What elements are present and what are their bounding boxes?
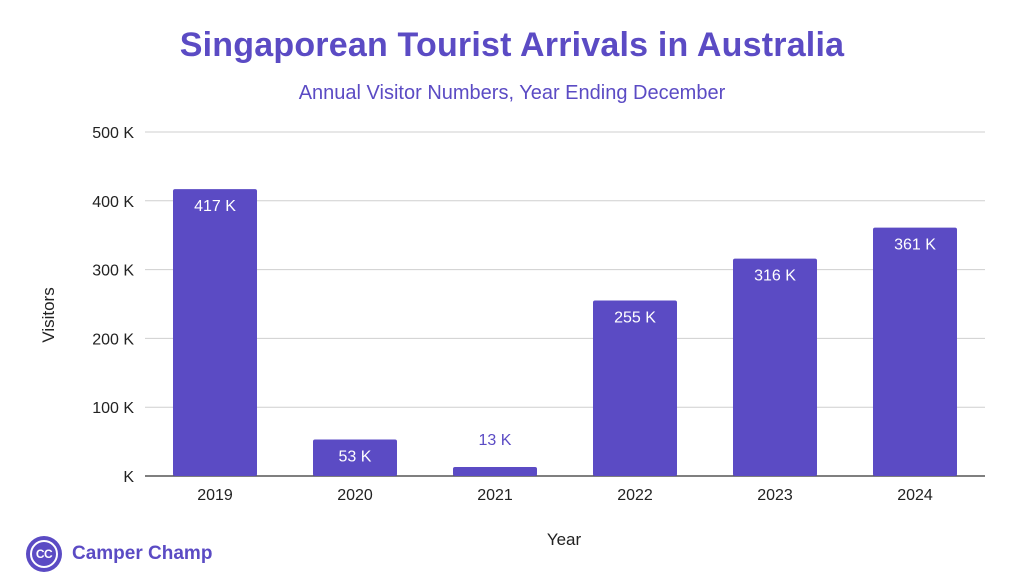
- grid-lines: [145, 131, 985, 477]
- data-label: 417 K: [194, 198, 236, 215]
- chart-title: Singaporean Tourist Arrivals in Australi…: [179, 26, 845, 64]
- bar-2022: [593, 300, 677, 476]
- y-tick-label: 300 K: [92, 263, 134, 280]
- camper-champ-logo-icon: CC: [26, 536, 62, 572]
- bar-2020: [313, 439, 397, 476]
- x-tick-label: 2021: [477, 487, 513, 504]
- bar-2021: [453, 467, 537, 476]
- bar-2023: [733, 258, 817, 476]
- x-axis-label: Year: [546, 530, 582, 549]
- y-tick-label: 100 K: [92, 400, 134, 417]
- brand-name: Camper Champ: [72, 543, 213, 564]
- y-tick-label: K: [123, 469, 134, 486]
- x-tick-label: 2024: [897, 487, 933, 504]
- x-tick-label: 2019: [197, 487, 233, 504]
- data-label: 13 K: [479, 432, 512, 449]
- bars: [173, 189, 957, 476]
- x-axis-ticks: 2019 2020 2021 2022 2023 2024: [197, 487, 933, 504]
- bar-2019: [173, 189, 257, 476]
- data-label: 316 K: [754, 268, 796, 285]
- y-tick-label: 200 K: [92, 331, 134, 348]
- data-label: 53 K: [339, 449, 372, 466]
- chart-subtitle: Annual Visitor Numbers, Year Ending Dece…: [298, 82, 726, 104]
- data-labels: 417 K 53 K 13 K 255 K 316 K 361 K: [194, 198, 936, 465]
- y-axis-ticks: K 100 K 200 K 300 K 400 K 500 K: [92, 125, 134, 486]
- brand-logo-block[interactable]: CC Camper Champ: [26, 536, 212, 572]
- x-tick-label: 2023: [757, 487, 793, 504]
- y-tick-label: 400 K: [92, 194, 134, 211]
- x-tick-label: 2020: [337, 487, 373, 504]
- data-label: 361 K: [894, 237, 936, 254]
- x-tick-label: 2022: [617, 487, 653, 504]
- logo-monogram: CC: [30, 540, 58, 568]
- y-axis-label: Visitors: [39, 287, 58, 343]
- data-label: 255 K: [614, 310, 656, 327]
- bar-2024: [873, 227, 957, 476]
- y-tick-label: 500 K: [92, 125, 134, 142]
